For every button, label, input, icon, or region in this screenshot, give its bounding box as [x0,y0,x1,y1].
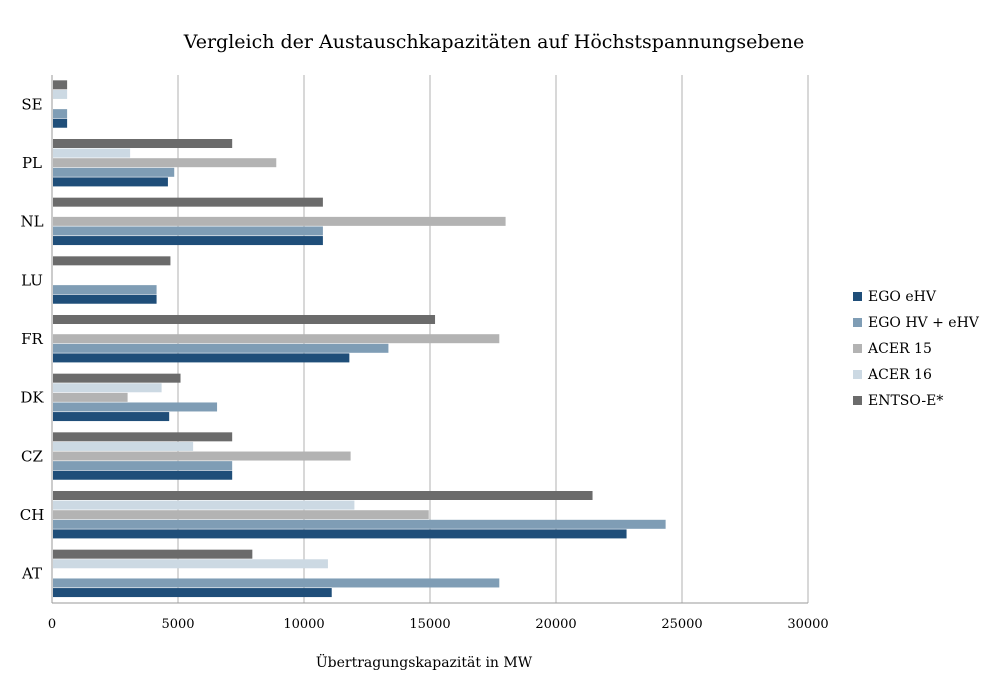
category-label: CZ [21,447,43,465]
legend-label: EGO eHV [868,289,937,305]
legend-swatch [853,344,862,353]
legend-label: ACER 15 [867,341,932,357]
bar [53,148,131,158]
bar [53,392,128,402]
bar [53,118,68,128]
bar [53,236,323,246]
category-label: NL [20,213,43,231]
bar [53,578,500,588]
bar [53,343,389,353]
category-label: CH [20,506,45,524]
bar [53,461,233,471]
bar [53,167,175,177]
bar [53,256,171,266]
x-tick-label: 10000 [283,617,324,632]
bar [53,177,168,187]
legend-swatch [853,292,862,301]
legend-label: ACER 16 [867,367,932,383]
category-label: SE [21,95,42,113]
bar [53,80,68,90]
bar [53,353,350,363]
category-label: DK [20,389,44,407]
legend-swatch [853,396,862,405]
bar [53,529,627,539]
x-tick-label: 25000 [661,617,702,632]
bar [53,216,506,226]
x-tick-label: 15000 [409,617,450,632]
legend-swatch [853,318,862,327]
legend-label: EGO HV + eHV [868,315,980,331]
category-label: AT [21,565,42,583]
bar [53,519,666,529]
bar [53,226,323,236]
bar [53,559,328,569]
bar [53,500,355,510]
bar [53,412,170,422]
bar [53,334,500,344]
x-tick-label: 5000 [161,617,194,632]
bar [53,373,181,383]
bar [53,491,593,500]
x-tick-label: 20000 [535,617,576,632]
bar [53,109,68,119]
bar [53,197,323,207]
x-tick-label: 0 [48,617,56,632]
category-label: LU [21,271,43,289]
bar [53,285,157,295]
chart-title: Vergleich der Austauschkapazitäten auf H… [183,31,805,53]
bar [53,441,194,451]
bar [53,383,162,393]
legend-label: ENTSO-E* [868,393,943,409]
bar [53,549,253,559]
bar [53,89,68,99]
bar [53,588,332,598]
axes: 0 5000 10000 15000 20000 25000 30000 AT CH CZ DK FR… [20,75,829,632]
bar [53,510,429,520]
legend-swatch [853,370,862,379]
legend: EGO eHV EGO HV + eHV ACER 15 ACER 16 ENTSO-E… [853,289,980,409]
bar [53,294,157,304]
bars [53,80,666,598]
x-axis-label: Übertragungskapazität in MW [316,653,533,671]
bar [53,139,233,148]
bar [53,470,233,480]
bar [53,432,233,442]
bar [53,402,218,412]
x-tick-label: 30000 [787,617,828,632]
category-label: FR [21,330,43,348]
bar [53,158,277,168]
category-label: PL [22,154,42,172]
bar [53,315,436,324]
bar [53,451,351,461]
